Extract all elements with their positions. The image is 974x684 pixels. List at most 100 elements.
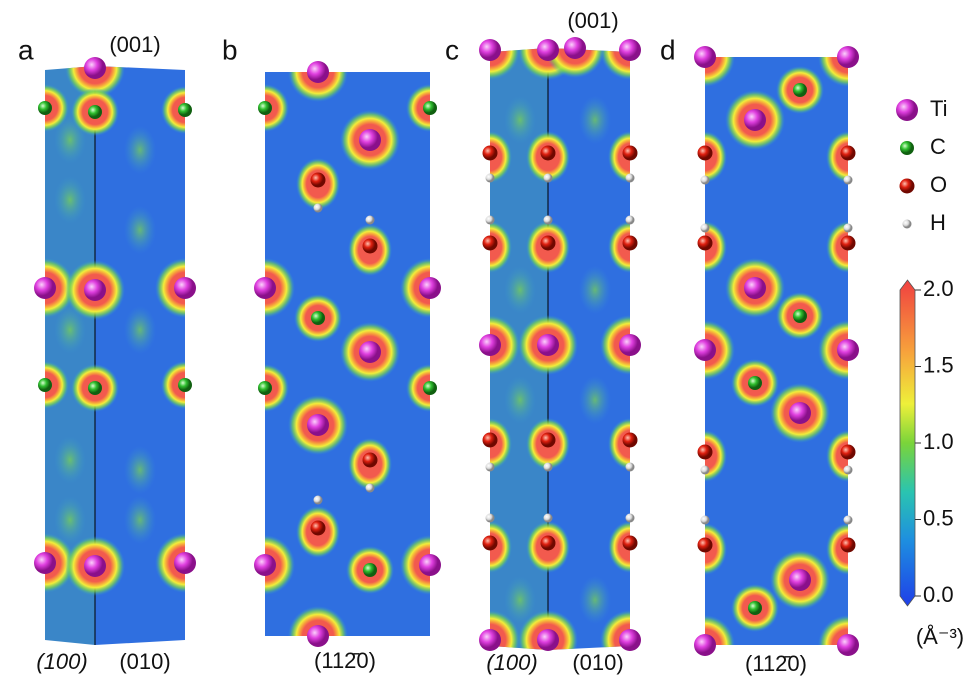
figure: a (001) (100) (010) b (112̄0) c (001) (1… [0,0,974,684]
atom [423,381,437,395]
atom [311,311,325,325]
legend-label: C [930,134,946,159]
atom [844,224,853,233]
atom [564,37,586,59]
atom [844,466,853,475]
density-feature [54,436,86,484]
atom [419,554,441,576]
density-feature [54,176,86,224]
colorbar: 0.00.51.01.52.0 [900,276,954,607]
atom [314,204,323,213]
atom [701,516,710,525]
atom [623,146,638,161]
panel-label: a [18,34,34,65]
atom [366,484,375,493]
legend-marker [900,141,914,155]
density-feature [504,96,536,144]
atom [623,536,638,551]
atom [744,277,766,299]
atom [419,277,441,299]
atom [789,402,811,424]
atom [84,57,106,79]
density-feature [579,96,611,144]
atom [88,105,102,119]
atom [694,634,716,656]
atom [363,239,378,254]
density-feature [124,446,156,494]
atom [844,516,853,525]
atom [174,277,196,299]
atom [541,236,556,251]
atom [619,39,641,61]
atom [486,463,495,472]
atom [544,463,553,472]
atom [479,39,501,61]
plane-label: (001) [567,8,618,33]
atom [837,46,859,68]
plane-label: (010) [119,649,170,674]
tick-label: 2.0 [923,276,954,301]
plane-label: (100) [486,650,537,675]
density-feature [124,306,156,354]
atom [84,555,106,577]
atom [698,236,713,251]
plane-label: (001) [109,32,160,57]
atom [544,216,553,225]
atom [537,629,559,651]
tick-label: 0.5 [923,505,954,530]
atom [793,83,807,97]
atom [744,109,766,131]
atom [38,378,52,392]
density-feature [124,206,156,254]
panel-label: b [222,34,238,65]
atom [841,236,856,251]
atom [841,538,856,553]
atom [34,552,56,574]
atom [178,378,192,392]
legend-marker [900,179,915,194]
atom [307,61,329,83]
atom [837,339,859,361]
atom [363,453,378,468]
atom [619,334,641,356]
atom [486,174,495,183]
atom [698,445,713,460]
atom [541,146,556,161]
atom [626,514,635,523]
atom [789,569,811,591]
legend-marker [903,220,912,229]
atom [483,236,498,251]
atom [363,563,377,577]
atom [311,173,326,188]
atom [254,554,276,576]
atom [254,277,276,299]
atom [544,514,553,523]
atom [694,339,716,361]
legend-label: Ti [930,96,948,121]
atom [84,279,106,301]
legend-label: O [930,172,947,197]
atom [311,521,326,536]
atom [479,629,501,651]
colorbar-unit: (Å⁻³) [916,624,964,649]
tick-label: 1.0 [923,429,954,454]
legend-label: H [930,210,946,235]
density-feature [124,126,156,174]
plane-label: (100) [36,649,87,674]
atom [483,146,498,161]
atom [486,514,495,523]
tick-label: 1.5 [923,352,954,377]
atom [623,433,638,448]
atom [844,176,853,185]
atom [258,101,272,115]
atom [307,625,329,647]
atom [748,376,762,390]
atom [626,174,635,183]
atom [483,433,498,448]
atom [841,445,856,460]
density-feature [504,266,536,314]
atom [626,216,635,225]
atom [88,381,102,395]
atom [38,101,52,115]
atom [537,334,559,356]
